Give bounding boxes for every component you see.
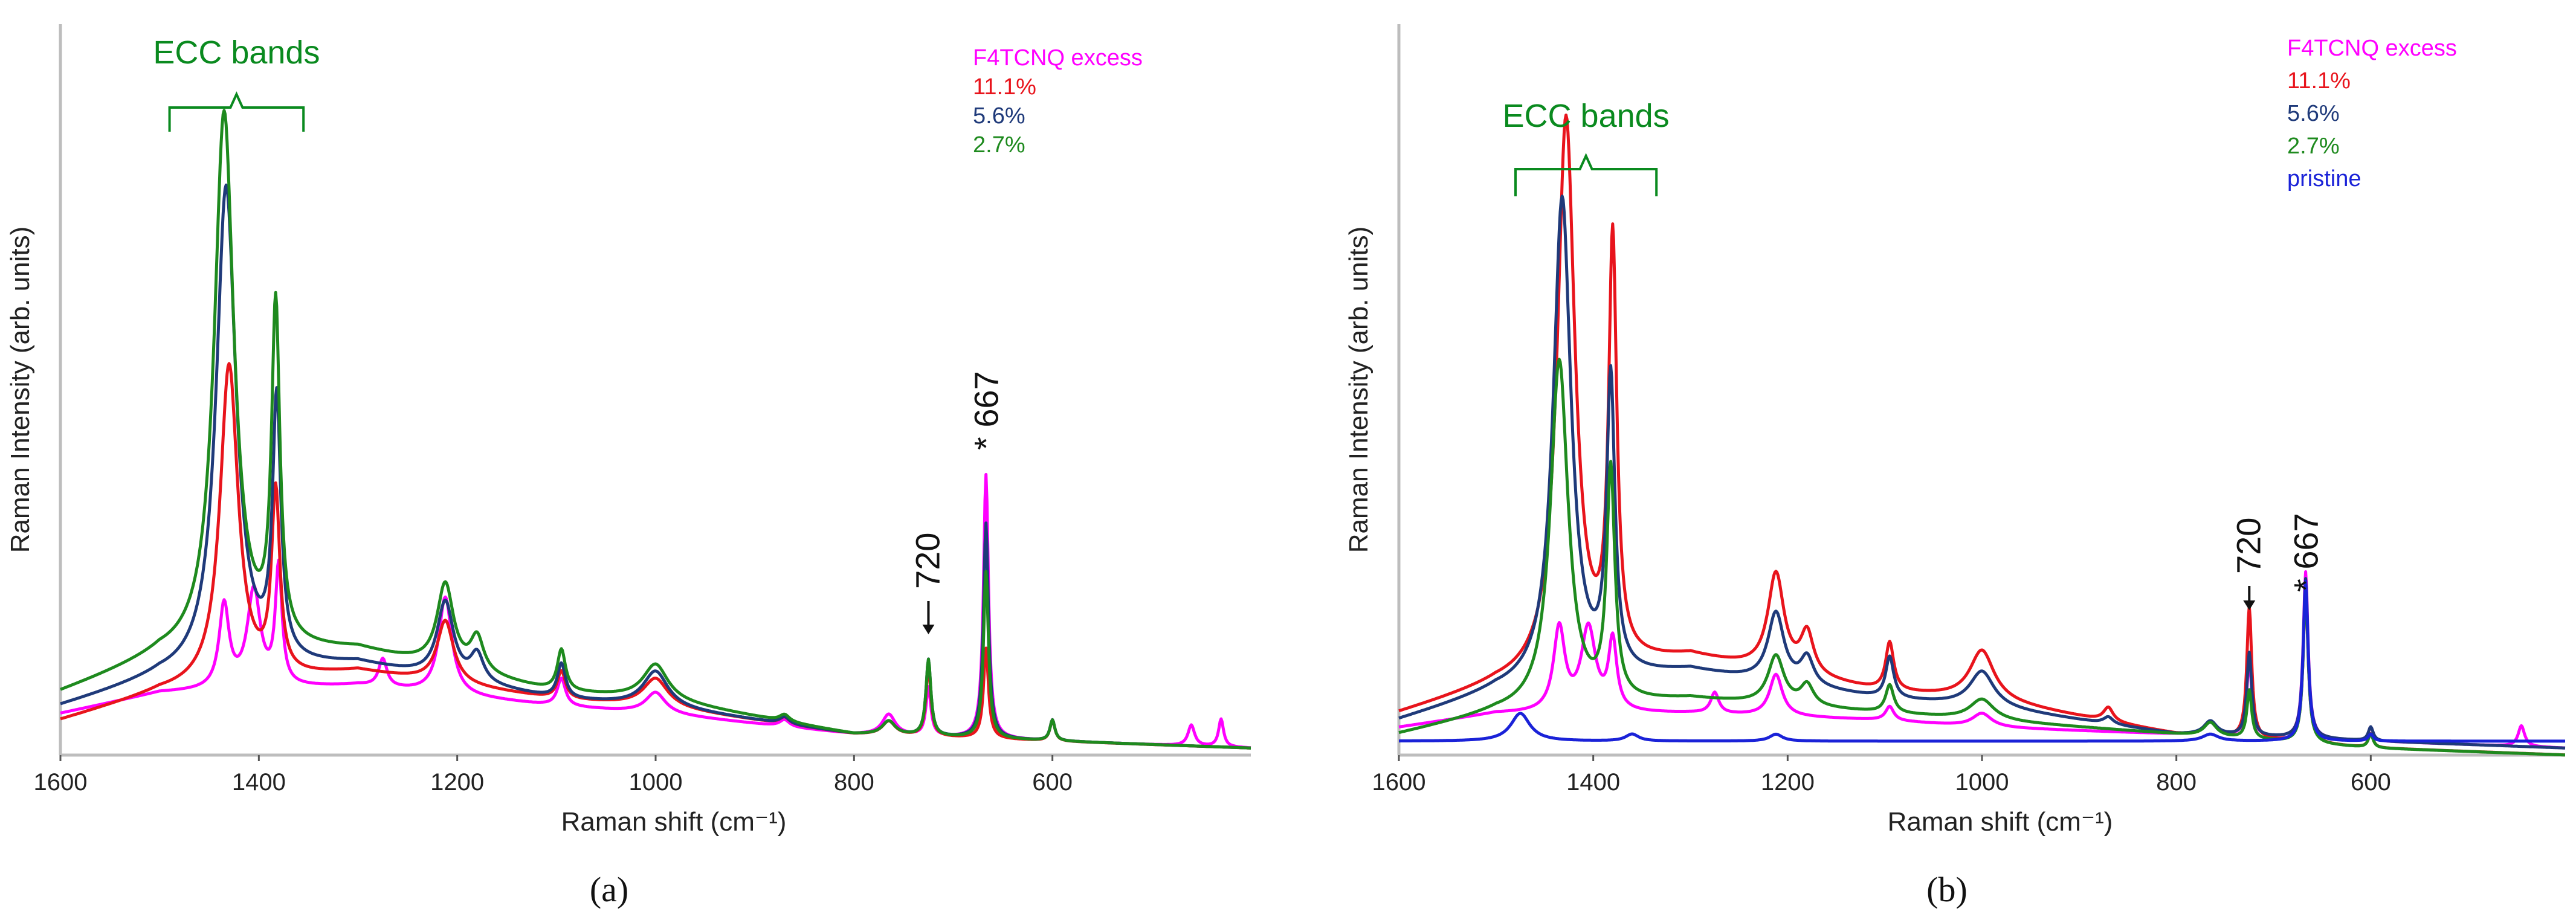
- x-tick-label: 1400: [232, 769, 286, 796]
- x-tick-label: 1000: [629, 769, 683, 796]
- x-axis-title: Raman shift (cm⁻¹): [561, 807, 787, 837]
- legend-item-2-7-: 2.7%: [973, 132, 1025, 158]
- legend-title: F4TCNQ excess: [973, 45, 1143, 71]
- x-tick-label: 1200: [1761, 769, 1815, 796]
- peak-arrowhead-720: [922, 625, 935, 634]
- legend-item-5-6-: 5.6%: [2287, 101, 2340, 126]
- peak-label-720: 720: [908, 533, 946, 589]
- peak-label-667: * 667: [2287, 513, 2325, 592]
- ecc-bands-brace: [1514, 153, 1658, 196]
- x-tick-label: 1200: [430, 769, 484, 796]
- series-line-2-7-: [60, 109, 1251, 750]
- x-tick-label: 600: [1032, 769, 1073, 796]
- y-axis-title: Raman Intensity (arb. units): [1344, 227, 1374, 553]
- series-line-pristine: [1398, 579, 2566, 743]
- legend-title: F4TCNQ excess: [2287, 36, 2457, 61]
- x-tick-label: 1600: [34, 769, 88, 796]
- peak-label-667: * 667: [967, 371, 1006, 450]
- x-tick-label: 800: [2156, 769, 2197, 796]
- ecc-bands-brace: [168, 91, 305, 132]
- legend-item-5-6-: 5.6%: [973, 103, 1025, 129]
- chart-panel-b: 1600 1400 1200 1000 800 600 Raman shift (cm⁻¹)…: [1344, 24, 2566, 909]
- chart-panel-a: 1600 1400 1200 1000 800 600 Raman shift (cm⁻¹)…: [5, 24, 1251, 909]
- peak-arrowhead-720: [2243, 600, 2256, 610]
- x-tick-label: 1400: [1566, 769, 1620, 796]
- x-tick-label: 1600: [1372, 769, 1426, 796]
- ecc-bands-label: ECC bands: [1503, 98, 1670, 134]
- legend-item-11-1-: 11.1%: [2287, 68, 2351, 94]
- legend-item-11-1-: 11.1%: [973, 74, 1036, 100]
- x-tick-label: 800: [834, 769, 874, 796]
- series-line-f4tcnq-excess: [1398, 570, 2566, 750]
- x-axis-title: Raman shift (cm⁻¹): [1888, 807, 2113, 837]
- legend-item-pristine: pristine: [2287, 166, 2361, 191]
- panel-caption: (a): [590, 870, 628, 909]
- x-tick-label: 1000: [1955, 769, 2009, 796]
- panel-caption: (b): [1926, 870, 1968, 909]
- y-axis-title: Raman Intensity (arb. units): [5, 227, 35, 553]
- x-tick-label: 600: [2351, 769, 2391, 796]
- peak-label-720: 720: [2229, 518, 2267, 574]
- series-line-5-6-: [1398, 195, 2566, 750]
- series-line-2-7-: [1398, 358, 2566, 757]
- legend-item-2-7-: 2.7%: [2287, 133, 2340, 159]
- ecc-bands-label: ECC bands: [153, 34, 320, 71]
